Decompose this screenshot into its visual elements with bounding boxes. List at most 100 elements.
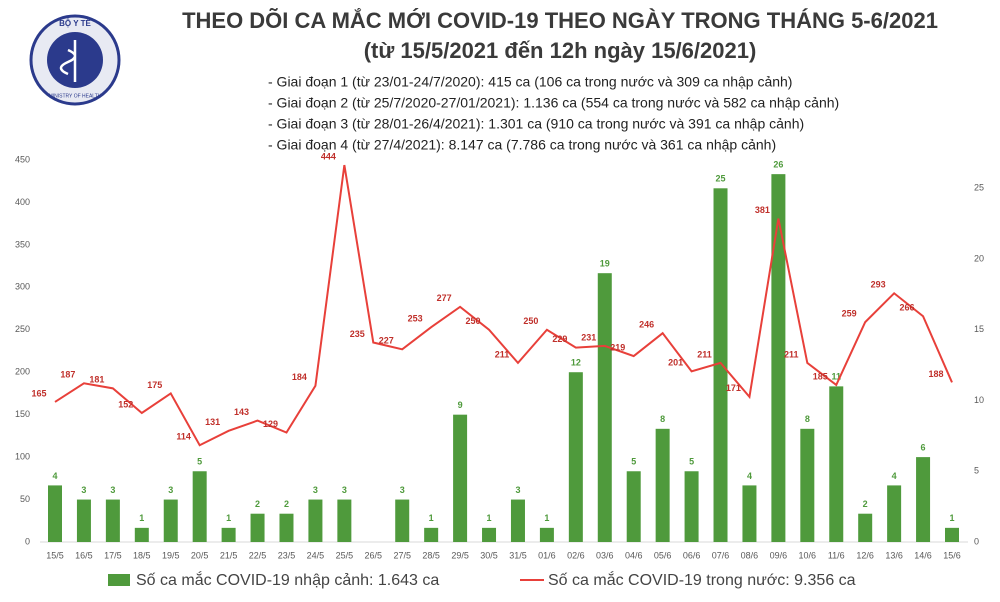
bar bbox=[655, 428, 670, 542]
bar-label: 1 bbox=[226, 513, 231, 523]
bar-label: 5 bbox=[197, 457, 202, 467]
bar bbox=[829, 386, 844, 542]
line-label: 201 bbox=[668, 358, 683, 368]
bar-label: 4 bbox=[892, 471, 897, 481]
bar-label: 8 bbox=[805, 414, 810, 424]
bar bbox=[192, 471, 207, 542]
x-tick-label: 20/5 bbox=[191, 550, 209, 560]
annotation: - Giai đoạn 1 (từ 23/01-24/7/2020): 415 … bbox=[268, 74, 792, 90]
x-tick-label: 11/6 bbox=[828, 550, 845, 560]
bar-label: 9 bbox=[458, 400, 463, 410]
bar-label: 12 bbox=[571, 358, 581, 368]
line-label: 381 bbox=[755, 205, 770, 215]
x-tick-label: 14/6 bbox=[914, 550, 932, 560]
bar-label: 2 bbox=[863, 499, 868, 509]
annotation: - Giai đoạn 2 (từ 25/7/2020-27/01/2021):… bbox=[268, 95, 839, 111]
bar bbox=[453, 414, 468, 542]
x-tick-label: 06/6 bbox=[683, 550, 701, 560]
y-tick-label: 100 bbox=[15, 451, 30, 461]
bar-label: 26 bbox=[773, 160, 783, 170]
line-label: 293 bbox=[871, 280, 886, 290]
line-label: 211 bbox=[784, 349, 799, 359]
x-tick-label: 13/6 bbox=[885, 550, 903, 560]
bar-label: 3 bbox=[342, 485, 347, 495]
bar bbox=[163, 499, 178, 542]
x-tick-label: 17/5 bbox=[104, 550, 122, 560]
line-label: 181 bbox=[89, 375, 104, 385]
y-tick-label: 450 bbox=[15, 154, 30, 164]
bar bbox=[308, 499, 323, 542]
line-label: 246 bbox=[639, 320, 654, 330]
bar bbox=[916, 457, 931, 542]
x-tick-label: 16/5 bbox=[75, 550, 93, 560]
x-tick-label: 22/5 bbox=[249, 550, 267, 560]
line-label: 266 bbox=[900, 303, 915, 313]
bar-label: 6 bbox=[921, 442, 926, 452]
bar-label: 5 bbox=[689, 457, 694, 467]
line-label: 131 bbox=[205, 417, 220, 427]
x-tick-label: 10/6 bbox=[799, 550, 817, 560]
x-tick-label: 27/5 bbox=[393, 550, 411, 560]
x-tick-label: 07/6 bbox=[712, 550, 730, 560]
line-label: 184 bbox=[292, 372, 307, 382]
bar bbox=[945, 527, 959, 542]
line-label: 185 bbox=[813, 371, 828, 381]
bar bbox=[76, 499, 91, 542]
logo-text: BỘ Y TẾ bbox=[59, 18, 91, 28]
bar-label: 3 bbox=[400, 485, 405, 495]
bar-label: 4 bbox=[747, 471, 752, 481]
y-tick-label: 200 bbox=[15, 367, 30, 377]
annotation: - Giai đoạn 4 (từ 27/4/2021): 8.147 ca (… bbox=[268, 137, 776, 153]
bar-label: 3 bbox=[168, 485, 173, 495]
y-tick-label: 350 bbox=[15, 239, 30, 249]
bar-label: 5 bbox=[631, 457, 636, 467]
bar-label: 2 bbox=[284, 499, 289, 509]
bar-label: 1 bbox=[139, 513, 144, 523]
x-tick-label: 28/5 bbox=[422, 550, 440, 560]
line-label: 444 bbox=[321, 151, 336, 161]
legend-swatch bbox=[108, 574, 130, 586]
line-label: 219 bbox=[610, 342, 625, 352]
x-tick-label: 15/6 bbox=[943, 550, 961, 560]
bar bbox=[510, 499, 525, 542]
line-label: 250 bbox=[523, 316, 538, 326]
y2-tick-label: 25 bbox=[974, 183, 984, 193]
line-label: 211 bbox=[697, 349, 712, 359]
line bbox=[54, 164, 953, 447]
annotation: - Giai đoạn 3 (từ 28/01-26/4/2021): 1.30… bbox=[268, 116, 804, 132]
bar-label: 3 bbox=[110, 485, 115, 495]
x-tick-label: 26/5 bbox=[365, 550, 383, 560]
line-label: 259 bbox=[842, 309, 857, 319]
bar bbox=[568, 372, 583, 542]
bar bbox=[482, 527, 497, 542]
y-tick-label: 0 bbox=[25, 536, 30, 546]
bar-label: 3 bbox=[515, 485, 520, 495]
x-tick-label: 24/5 bbox=[307, 550, 325, 560]
bar bbox=[626, 471, 641, 542]
bar bbox=[858, 513, 873, 542]
y2-tick-label: 0 bbox=[974, 536, 979, 546]
bar bbox=[337, 499, 352, 542]
y-tick-label: 50 bbox=[20, 494, 30, 504]
line-label: 188 bbox=[928, 369, 943, 379]
bar bbox=[800, 428, 815, 542]
bar bbox=[539, 527, 554, 542]
bar-label: 11 bbox=[832, 372, 842, 382]
bar bbox=[887, 485, 902, 542]
bar bbox=[221, 527, 236, 542]
bar-label: 4 bbox=[52, 471, 57, 481]
x-tick-label: 29/5 bbox=[451, 550, 469, 560]
x-tick-label: 18/5 bbox=[133, 550, 151, 560]
x-tick-label: 15/5 bbox=[46, 550, 64, 560]
bar-label: 1 bbox=[949, 513, 954, 523]
x-tick-label: 19/5 bbox=[162, 550, 180, 560]
bar bbox=[250, 513, 265, 542]
x-tick-label: 30/5 bbox=[480, 550, 498, 560]
chart-subtitle: (từ 15/5/2021 đến 12h ngày 15/6/2021) bbox=[364, 38, 757, 63]
bar bbox=[134, 527, 149, 542]
x-tick-label: 02/6 bbox=[567, 550, 585, 560]
bar-label: 19 bbox=[600, 259, 610, 269]
bar bbox=[48, 485, 62, 542]
bar-label: 1 bbox=[487, 513, 492, 523]
bar bbox=[742, 485, 757, 542]
